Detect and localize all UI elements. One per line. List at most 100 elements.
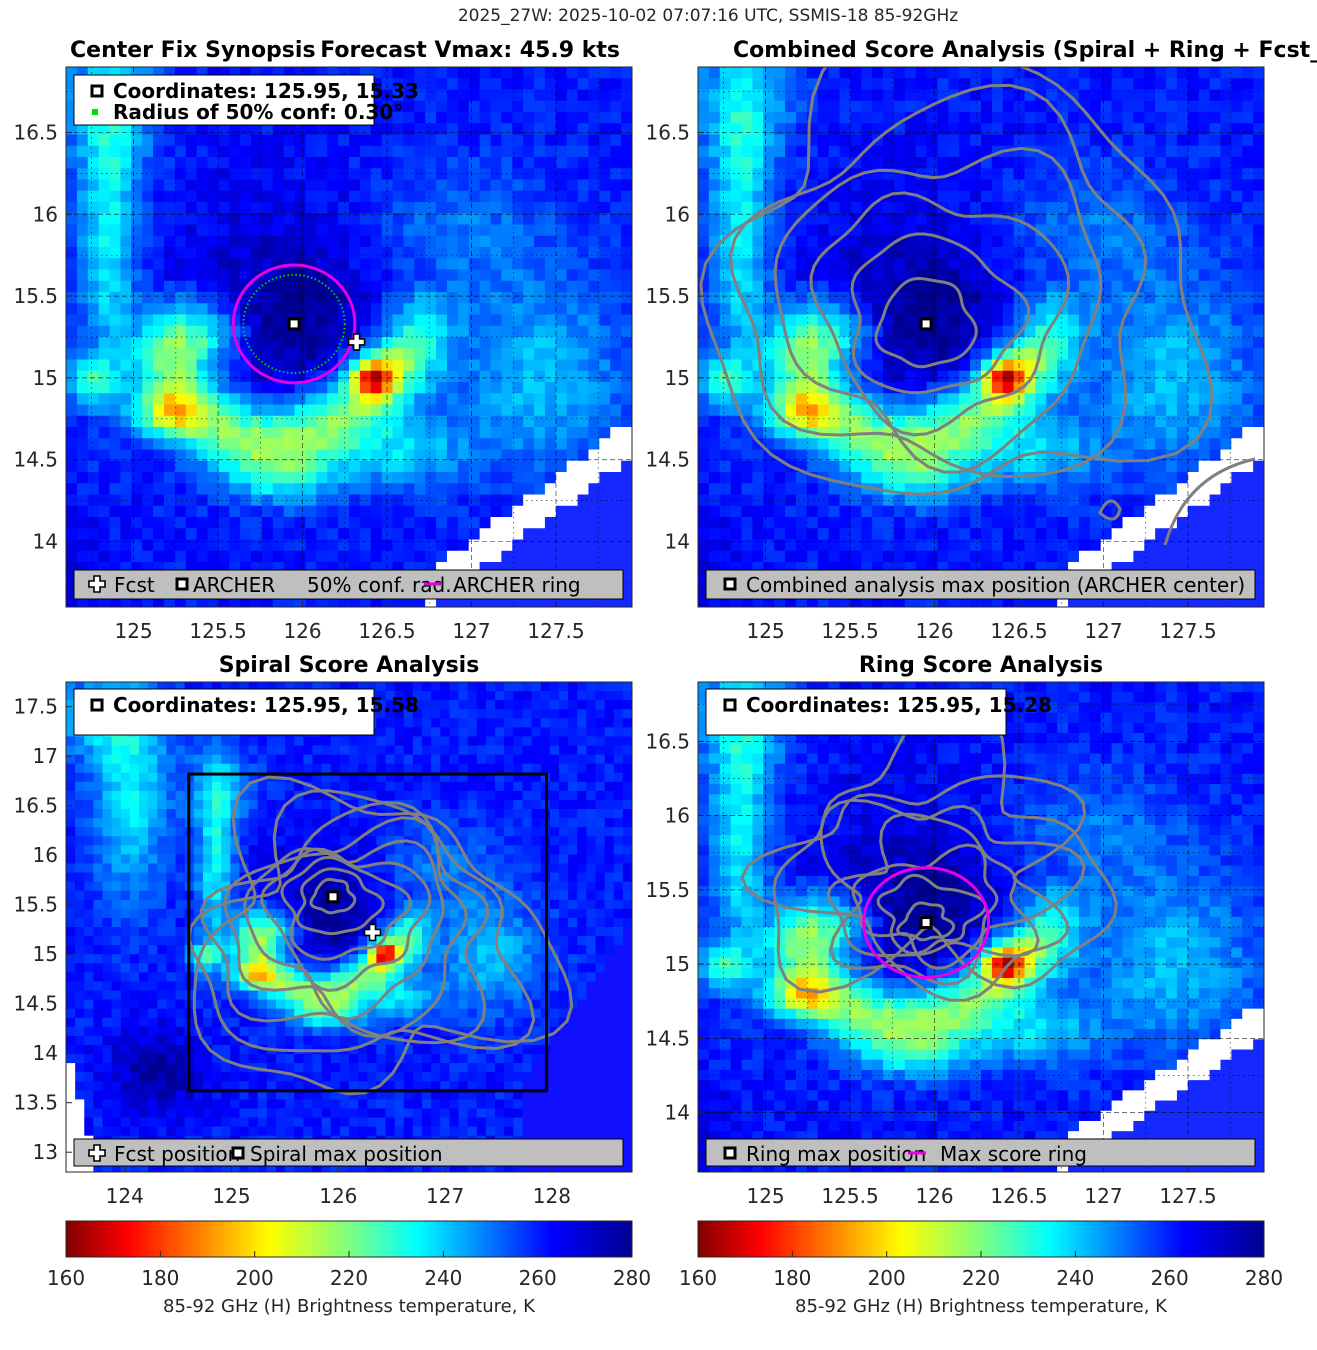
- heat-cell: [621, 134, 632, 147]
- heat-cell: [817, 370, 830, 383]
- heat-cell: [436, 89, 448, 102]
- heat-cell: [708, 258, 721, 271]
- heat-cell: [893, 145, 906, 158]
- heat-cell: [512, 460, 524, 473]
- heat-cell: [1253, 314, 1264, 327]
- heat-cell: [327, 303, 339, 316]
- heat-cell: [991, 89, 1004, 102]
- heat-cell: [948, 404, 960, 417]
- heat-cell: [1122, 157, 1134, 169]
- heat-cell: [142, 224, 154, 237]
- heat-cell: [1155, 438, 1167, 451]
- heat-cell: [698, 517, 710, 529]
- heat-cell: [1046, 67, 1058, 79]
- heat-cell: [457, 235, 470, 248]
- heat-cell: [1187, 438, 1200, 451]
- heat-cell: [218, 337, 230, 349]
- heat-cell: [1111, 78, 1124, 91]
- heat-cell: [708, 213, 721, 226]
- heat-cell: [817, 359, 830, 372]
- heat-cell: [490, 325, 502, 338]
- heat-cell: [109, 337, 122, 349]
- heat-cell: [1002, 472, 1015, 484]
- heat-cell: [142, 337, 154, 349]
- heat-cell: [1024, 213, 1037, 226]
- heat-cell: [599, 280, 611, 293]
- heat-cell: [926, 78, 939, 91]
- heat-cell: [991, 348, 1004, 361]
- heat-cell: [1122, 202, 1134, 214]
- heat-cell: [1002, 134, 1015, 147]
- heat-cell: [468, 505, 481, 518]
- heat-cell: [534, 505, 546, 518]
- heat-cell: [1166, 562, 1178, 574]
- heat-cell: [555, 449, 568, 462]
- heat-cell: [446, 168, 459, 181]
- heat-cell: [523, 505, 535, 518]
- heat-cell: [1024, 112, 1037, 124]
- heat-cell: [991, 370, 1004, 383]
- heat-cell: [1198, 415, 1211, 428]
- heat-cell: [763, 427, 775, 439]
- heat-cell: [196, 528, 209, 541]
- heat-cell: [1155, 415, 1167, 428]
- heat-cell: [741, 449, 754, 462]
- heat-cell: [501, 337, 513, 349]
- heat-cell: [349, 562, 361, 574]
- heat-cell: [1035, 224, 1047, 237]
- heat-cell: [915, 393, 928, 406]
- heat-cell: [501, 438, 513, 451]
- heat-cell: [774, 449, 786, 462]
- heat-cell: [926, 224, 939, 237]
- heat-cell: [251, 348, 263, 361]
- heat-cell: [305, 213, 317, 226]
- heat-cell: [501, 269, 513, 282]
- heat-cell: [1046, 292, 1058, 304]
- heat-cell: [392, 438, 405, 451]
- heat-cell: [544, 550, 557, 563]
- heat-cell: [981, 517, 993, 529]
- heat-cell: [774, 292, 786, 304]
- heat-cell: [893, 550, 906, 563]
- heat-cell: [163, 562, 176, 574]
- heat-cell: [904, 449, 917, 462]
- heat-cell: [1220, 427, 1232, 439]
- heat-cell: [261, 67, 274, 79]
- heat-cell: [142, 449, 154, 462]
- heat-cell: [785, 123, 797, 136]
- heat-cell: [698, 67, 710, 79]
- heat-cell: [512, 337, 524, 349]
- heat-cell: [1209, 505, 1222, 518]
- heat-cell: [381, 168, 394, 181]
- heat-cell: [1231, 494, 1243, 507]
- heat-cell: [566, 325, 579, 338]
- heat-cell: [861, 213, 873, 226]
- heat-cell: [479, 517, 492, 529]
- heat-cell: [621, 427, 632, 439]
- heat-cell: [468, 280, 481, 293]
- heat-cell: [425, 550, 437, 563]
- heat-cell: [109, 247, 122, 259]
- heat-cell: [327, 359, 339, 372]
- heat-cell: [1057, 517, 1069, 529]
- heat-cell: [752, 393, 764, 406]
- heat-cell: [261, 595, 274, 607]
- heat-cell: [316, 123, 328, 136]
- heat-cell: [785, 269, 797, 282]
- heat-cell: [425, 258, 437, 271]
- heat-cell: [1133, 415, 1145, 428]
- heat-cell: [1242, 393, 1254, 406]
- heat-cell: [719, 415, 732, 428]
- heat-cell: [272, 292, 285, 304]
- heat-cell: [817, 224, 830, 237]
- heat-cell: [1176, 235, 1189, 248]
- heat-cell: [981, 145, 993, 158]
- heat-cell: [785, 382, 797, 394]
- heat-cell: [446, 303, 459, 316]
- heat-cell: [523, 224, 535, 237]
- heat-cell: [218, 382, 230, 394]
- heat-cell: [283, 224, 296, 237]
- heat-cell: [1242, 370, 1254, 383]
- heat-cell: [523, 269, 535, 282]
- heat-cell: [861, 528, 873, 541]
